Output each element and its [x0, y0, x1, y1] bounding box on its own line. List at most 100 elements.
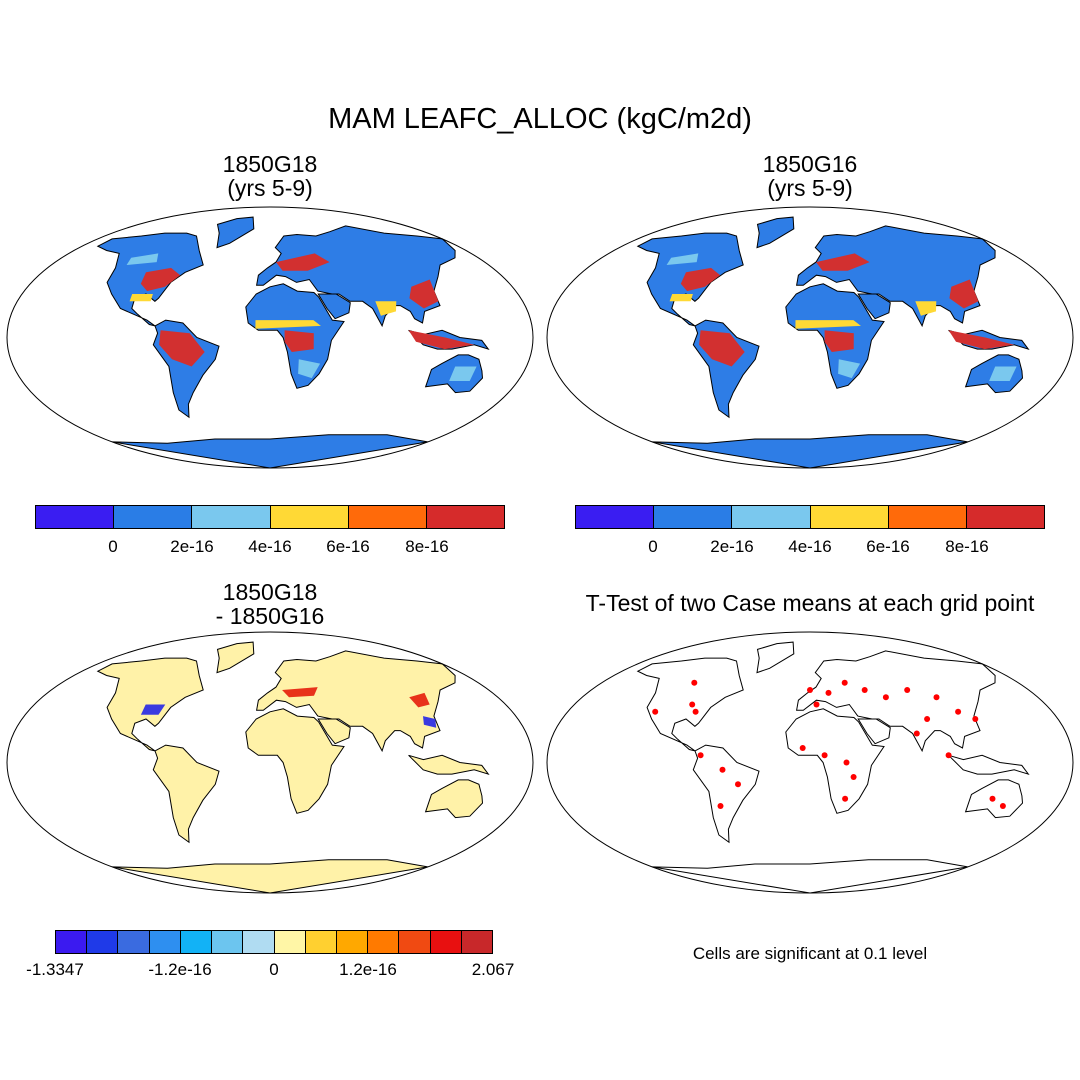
significant-cell-26	[813, 701, 820, 708]
cbar2-swatch-4	[888, 506, 967, 528]
significant-cell-12	[904, 687, 911, 693]
cbar3-swatch-12	[430, 931, 462, 953]
map-panel-ttest	[546, 631, 1074, 894]
high-region-5	[948, 330, 1015, 350]
land-eurasia	[256, 225, 456, 328]
cbar3-swatch-4	[180, 931, 213, 953]
cbar1-tick-3: 6e-16	[326, 537, 370, 556]
land-eurasia	[796, 650, 996, 753]
cbar3-tick-1: -1.2e-16	[148, 960, 212, 979]
light-region-1	[838, 359, 861, 379]
significant-cell-20	[842, 795, 849, 802]
land-antarctica	[652, 859, 968, 894]
light-region-2	[449, 366, 477, 381]
significant-cell-19	[850, 774, 857, 780]
cbar1-tick-0: 0	[108, 537, 118, 556]
cbar1-swatch-5	[426, 506, 505, 528]
significant-cell-5	[735, 781, 741, 788]
land-indonesia	[408, 754, 490, 776]
significant-cell-9	[841, 679, 848, 686]
panel-3-title-line-2: - 1850G16	[215, 603, 325, 630]
high-region-3	[409, 279, 439, 309]
panel-2-title-line-2: (yrs 5-9)	[767, 175, 853, 202]
high-region-0	[680, 267, 721, 292]
land-eurasia	[796, 225, 996, 328]
map-panel-difference	[6, 631, 534, 894]
land-greenland	[216, 216, 255, 249]
cbar3-swatch-3	[149, 931, 181, 953]
cbar2-swatch-2	[732, 506, 811, 528]
cbar3-swatch-5	[212, 931, 244, 953]
mid-region-0	[669, 294, 693, 302]
mid-region-1	[795, 320, 861, 329]
cbar2-swatch-1	[654, 506, 733, 528]
map-panel-1850g18	[6, 206, 534, 469]
mid-region-2	[375, 301, 397, 316]
globe-outline	[6, 206, 534, 469]
significant-cell-15	[972, 716, 979, 722]
land-eurasia	[256, 650, 456, 753]
significant-cell-2	[692, 708, 699, 715]
significant-cell-27	[924, 716, 931, 722]
map-panel-1850g16	[546, 206, 1074, 469]
cbar3-tick-2: 0	[269, 960, 279, 979]
significant-cell-0	[691, 679, 698, 686]
cbar2-tick-2: 4e-16	[788, 537, 832, 556]
land-arabia	[857, 718, 891, 745]
cbar3-tick-3: 1.2e-16	[339, 960, 397, 979]
light-region-2	[989, 366, 1017, 381]
high-region-3	[949, 279, 979, 309]
light-region-0	[126, 253, 159, 265]
land-samerica	[152, 744, 220, 844]
significant-cell-10	[861, 687, 868, 693]
panel-2-title-line-1: 1850G16	[762, 151, 858, 177]
high-region-0	[140, 267, 181, 292]
cbar3-swatch-7	[274, 931, 306, 953]
land-africa	[245, 708, 345, 814]
significant-cell-16	[799, 745, 806, 751]
positive-region-1	[409, 692, 430, 708]
cbar3-swatch-6	[243, 931, 275, 953]
cbar1-tick-2: 4e-16	[248, 537, 292, 556]
land-africa	[785, 708, 885, 814]
panel-1-title-line-2: (yrs 5-9)	[227, 175, 313, 202]
significant-cell-25	[652, 708, 659, 715]
cbar1-swatch-2	[192, 506, 271, 528]
significant-cell-7	[807, 687, 813, 693]
cbar3-swatch-0	[56, 931, 88, 953]
significant-cell-11	[882, 694, 889, 701]
significant-cell-14	[955, 708, 962, 715]
land-indonesia	[948, 754, 1030, 776]
globe-outline	[6, 631, 534, 894]
significant-cell-3	[697, 752, 704, 759]
significant-cell-6	[717, 803, 724, 809]
colorbar-difference	[55, 930, 493, 954]
light-region-1	[298, 359, 321, 379]
figure-title: MAM LEAFC_ALLOC (kgC/m2d)	[328, 103, 752, 135]
high-region-2	[816, 253, 870, 271]
cbar1-tick-1: 2e-16	[170, 537, 214, 556]
negative-region-1	[423, 716, 437, 728]
significant-cell-17	[821, 752, 828, 759]
colorbar-case-1	[35, 505, 505, 529]
cbar1-swatch-3	[270, 506, 349, 528]
light-region-0	[666, 253, 699, 265]
panel-3-title: 1850G18 - 1850G16	[140, 580, 400, 628]
cbar1-swatch-1	[114, 506, 193, 528]
mid-region-1	[255, 320, 321, 329]
cbar1-tick-4: 8e-16	[405, 537, 449, 556]
cbar1-swatch-4	[348, 506, 427, 528]
cbar3-swatch-13	[461, 931, 493, 953]
high-region-1	[699, 330, 745, 367]
mid-region-2	[915, 301, 937, 316]
land-arabia	[317, 718, 351, 745]
cbar2-tick-0: 0	[648, 537, 658, 556]
globe-outline	[546, 206, 1074, 469]
high-region-4	[824, 330, 854, 352]
colorbar-case-2	[575, 505, 1045, 529]
land-greenland	[216, 641, 255, 674]
land-arabia	[317, 293, 351, 320]
panel-1-title: 1850G18 (yrs 5-9)	[140, 152, 400, 200]
land-samerica	[692, 744, 760, 844]
